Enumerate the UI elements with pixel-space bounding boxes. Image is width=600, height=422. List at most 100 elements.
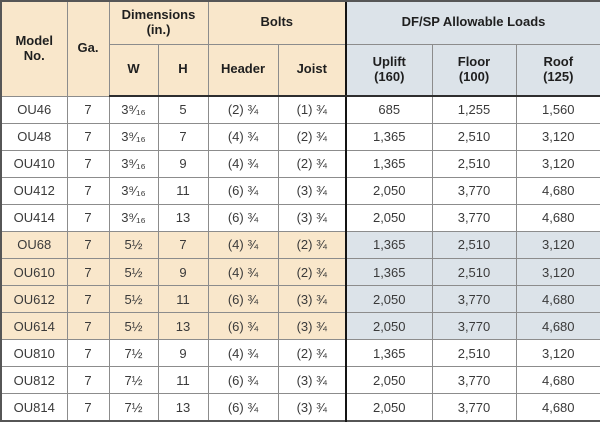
cell-h: 11 bbox=[157, 366, 209, 395]
cell-roof: 4,680 bbox=[515, 312, 600, 341]
cell-ga: 7 bbox=[66, 122, 110, 151]
header-floor: Floor (100) bbox=[431, 43, 517, 97]
cell-uplift: 1,365 bbox=[345, 230, 433, 259]
cell-h: 13 bbox=[157, 393, 209, 422]
cell-ga: 7 bbox=[66, 203, 110, 232]
cell-ga: 7 bbox=[66, 366, 110, 395]
header-uplift: Uplift (160) bbox=[345, 43, 433, 97]
cell-joist-bolts: (3) ¾ bbox=[277, 366, 347, 395]
cell-w: 3⁹⁄₁₆ bbox=[108, 203, 159, 232]
cell-floor: 2,510 bbox=[431, 339, 517, 368]
cell-floor: 3,770 bbox=[431, 312, 517, 341]
cell-uplift: 2,050 bbox=[345, 285, 433, 314]
cell-uplift: 685 bbox=[345, 95, 433, 124]
cell-ga: 7 bbox=[66, 257, 110, 287]
cell-h: 9 bbox=[157, 257, 209, 287]
header-bolt-joist: Joist bbox=[277, 43, 347, 97]
header-bolt-header: Header bbox=[207, 43, 279, 97]
cell-header-bolts: (4) ¾ bbox=[207, 257, 279, 287]
cell-roof: 1,560 bbox=[515, 95, 600, 124]
cell-roof: 4,680 bbox=[515, 285, 600, 314]
cell-joist-bolts: (1) ¾ bbox=[277, 95, 347, 124]
cell-uplift: 1,365 bbox=[345, 122, 433, 151]
cell-joist-bolts: (2) ¾ bbox=[277, 122, 347, 151]
cell-floor: 3,770 bbox=[431, 393, 517, 422]
cell-uplift: 2,050 bbox=[345, 176, 433, 205]
header-roof: Roof (125) bbox=[515, 43, 600, 97]
cell-floor: 2,510 bbox=[431, 257, 517, 287]
cell-model: OU412 bbox=[0, 176, 68, 205]
cell-w: 7½ bbox=[108, 339, 159, 368]
cell-floor: 3,770 bbox=[431, 285, 517, 314]
cell-header-bolts: (4) ¾ bbox=[207, 230, 279, 259]
cell-roof: 4,680 bbox=[515, 203, 600, 232]
cell-model: OU812 bbox=[0, 366, 68, 395]
table-row: OU48 7 3⁹⁄₁₆ 7 (4) ¾ (2) ¾ 1,365 2,510 3,120 bbox=[0, 122, 600, 151]
table-row: OU812 7 7½ 11 (6) ¾ (3) ¾ 2,050 3,770 4,680 bbox=[0, 366, 600, 395]
cell-joist-bolts: (3) ¾ bbox=[277, 285, 347, 314]
cell-w: 3⁹⁄₁₆ bbox=[108, 95, 159, 124]
cell-h: 13 bbox=[157, 203, 209, 232]
cell-ga: 7 bbox=[66, 285, 110, 314]
header-w: W bbox=[108, 43, 159, 97]
cell-header-bolts: (4) ¾ bbox=[207, 149, 279, 178]
cell-ga: 7 bbox=[66, 149, 110, 178]
cell-floor: 3,770 bbox=[431, 203, 517, 232]
cell-model: OU810 bbox=[0, 339, 68, 368]
cell-header-bolts: (6) ¾ bbox=[207, 393, 279, 422]
cell-model: OU614 bbox=[0, 312, 68, 341]
header-dimensions-group: Dimensions (in.) bbox=[108, 0, 209, 45]
cell-uplift: 2,050 bbox=[345, 312, 433, 341]
cell-floor: 2,510 bbox=[431, 122, 517, 151]
cell-ga: 7 bbox=[66, 393, 110, 422]
cell-joist-bolts: (2) ¾ bbox=[277, 339, 347, 368]
cell-joist-bolts: (2) ¾ bbox=[277, 230, 347, 259]
table-row: OU814 7 7½ 13 (6) ¾ (3) ¾ 2,050 3,770 4,680 bbox=[0, 393, 600, 422]
cell-h: 13 bbox=[157, 312, 209, 341]
cell-roof: 3,120 bbox=[515, 149, 600, 178]
table-row: OU810 7 7½ 9 (4) ¾ (2) ¾ 1,365 2,510 3,120 bbox=[0, 339, 600, 368]
cell-model: OU610 bbox=[0, 257, 68, 287]
cell-ga: 7 bbox=[66, 230, 110, 259]
cell-h: 5 bbox=[157, 95, 209, 124]
cell-floor: 2,510 bbox=[431, 149, 517, 178]
cell-model: OU46 bbox=[0, 95, 68, 124]
table-row: OU46 7 3⁹⁄₁₆ 5 (2) ¾ (1) ¾ 685 1,255 1,560 bbox=[0, 95, 600, 124]
cell-roof: 3,120 bbox=[515, 122, 600, 151]
cell-ga: 7 bbox=[66, 176, 110, 205]
cell-header-bolts: (6) ¾ bbox=[207, 176, 279, 205]
table-row: OU414 7 3⁹⁄₁₆ 13 (6) ¾ (3) ¾ 2,050 3,770 4,680 bbox=[0, 203, 600, 232]
cell-roof: 3,120 bbox=[515, 230, 600, 259]
cell-w: 5½ bbox=[108, 285, 159, 314]
header-h: H bbox=[157, 43, 209, 97]
table-body: OU46 7 3⁹⁄₁₆ 5 (2) ¾ (1) ¾ 685 1,255 1,560 OU48 7 3… bbox=[0, 95, 600, 422]
cell-uplift: 2,050 bbox=[345, 366, 433, 395]
cell-h: 7 bbox=[157, 122, 209, 151]
cell-uplift: 1,365 bbox=[345, 149, 433, 178]
cell-header-bolts: (4) ¾ bbox=[207, 339, 279, 368]
cell-ga: 7 bbox=[66, 312, 110, 341]
cell-header-bolts: (2) ¾ bbox=[207, 95, 279, 124]
cell-h: 11 bbox=[157, 285, 209, 314]
cell-model: OU48 bbox=[0, 122, 68, 151]
cell-w: 5½ bbox=[108, 312, 159, 341]
cell-uplift: 2,050 bbox=[345, 393, 433, 422]
cell-header-bolts: (6) ¾ bbox=[207, 312, 279, 341]
cell-floor: 2,510 bbox=[431, 230, 517, 259]
cell-header-bolts: (6) ¾ bbox=[207, 285, 279, 314]
table-row: OU68 7 5½ 7 (4) ¾ (2) ¾ 1,365 2,510 3,120 bbox=[0, 230, 600, 259]
cell-w: 5½ bbox=[108, 230, 159, 259]
header-bolts-group: Bolts bbox=[207, 0, 347, 45]
cell-joist-bolts: (3) ¾ bbox=[277, 393, 347, 422]
cell-header-bolts: (4) ¾ bbox=[207, 122, 279, 151]
cell-model: OU68 bbox=[0, 230, 68, 259]
table-row: OU410 7 3⁹⁄₁₆ 9 (4) ¾ (2) ¾ 1,365 2,510 3,120 bbox=[0, 149, 600, 178]
cell-roof: 3,120 bbox=[515, 339, 600, 368]
header-model: Model No. bbox=[0, 0, 68, 97]
cell-floor: 3,770 bbox=[431, 176, 517, 205]
header-sub-row: W H Header Joist Uplift (160) Floor (100… bbox=[1, 43, 600, 97]
header-loads-group: DF/SP Allowable Loads bbox=[344, 0, 600, 45]
header-ga: Ga. bbox=[66, 0, 110, 97]
cell-roof: 4,680 bbox=[515, 393, 600, 422]
